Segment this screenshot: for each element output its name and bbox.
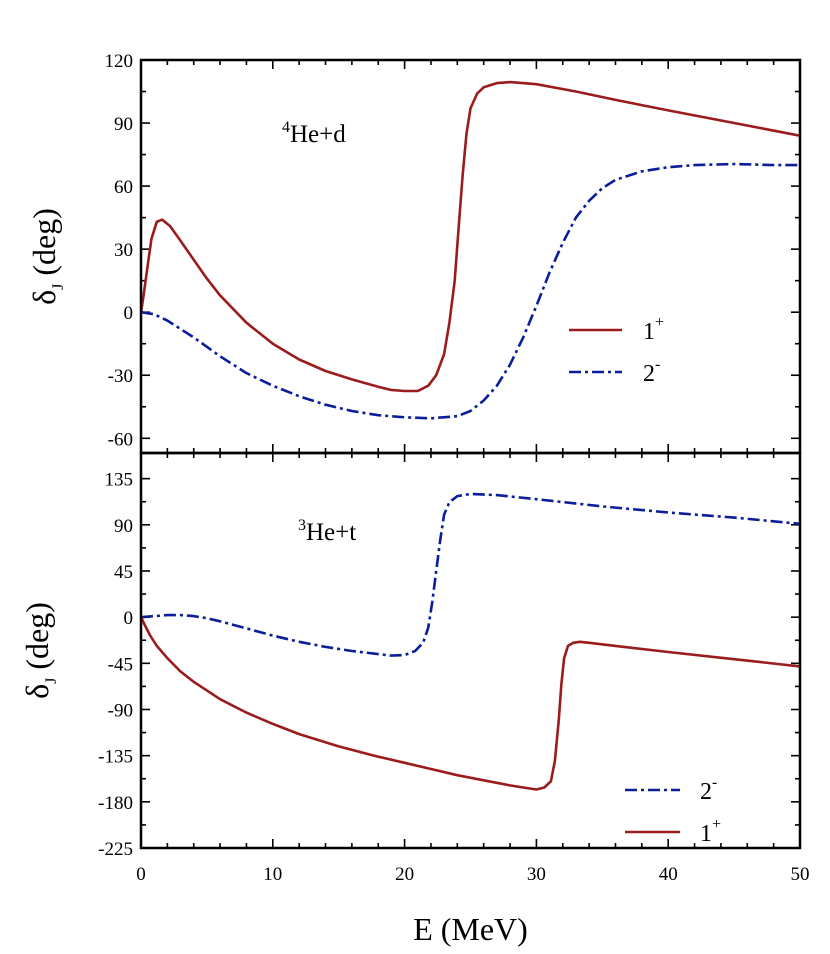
bottom-y-tick-label: 45 [114,562,133,583]
top-y-tick-label: 0 [124,303,134,324]
bottom-annotation-text: He+t [306,519,356,546]
top-legend-1plus-label: 1+ [643,314,664,345]
top-series-1plus-line [141,80,800,393]
bottom-series-2minus-line [141,492,800,657]
top-y-axis-title-rest: (deg) [26,208,62,284]
top-y-tick-label: -30 [108,366,133,387]
bottom-y-tick-label: -135 [98,747,133,768]
bottom-legend-2minus-label-main: 2 [700,779,712,805]
x-axis-title: E (MeV) [413,911,528,947]
bottom-y-tick-label: 0 [124,608,134,629]
top-legend-2minus-label-main: 2 [643,361,655,387]
top-legend-1plus-label-sup: + [655,314,664,331]
top-y-tick-label: -60 [108,429,133,450]
bottom-legend-1plus-label-sup: + [712,816,721,833]
bottom-legend-2minus-label-sup: - [712,774,717,791]
top-y-tick-label: 120 [105,51,134,72]
top-legend-1plus-label-main: 1 [643,319,655,345]
bottom-legend-2minus-label: 2- [700,774,717,805]
top-y-axis-title-sub: J [50,284,67,290]
bottom-x-tick-label: 20 [395,864,414,885]
top-legend-2minus-label: 2- [643,356,660,387]
bottom-y-tick-label: 90 [114,516,133,537]
bottom-x-tick-label: 40 [659,864,678,885]
bottom-plot-frame [139,451,802,850]
bottom-x-tick-label: 10 [263,864,282,885]
top-y-tick-label: 30 [114,240,133,261]
top-reaction-annotation: 4He+d [282,119,346,148]
bottom-y-tick-label: -45 [108,654,133,675]
top-y-tick-label: 90 [114,114,133,135]
bottom-y-axis-title-rest: (deg) [19,602,55,678]
top-legend-2minus-label-sup: - [655,356,660,373]
bottom-legend-1plus-label: 1+ [700,816,721,847]
top-annotation-sup: 4 [282,119,290,136]
top-y-tick-label: 60 [114,177,133,198]
bottom-x-tick-label: 50 [791,864,810,885]
bottom-x-tick-label: 30 [527,864,546,885]
bottom-series-1plus-line [141,616,800,791]
top-y-axis-title: δJ (deg) [26,208,67,305]
bottom-y-tick-label: -180 [98,793,133,814]
bottom-legend-1plus-label-main: 1 [700,821,712,847]
top-series-2minus-line [141,162,800,420]
bottom-y-tick-label: -225 [98,839,133,860]
top-annotation-text: He+d [290,121,346,148]
top-plot-frame [139,58,802,455]
bottom-y-axis-title-sub: J [43,678,60,684]
top-y-axis-title-main: δ [26,290,62,305]
bottom-y-axis-title-main: δ [19,684,55,699]
bottom-y-axis-title: δJ (deg) [19,602,60,699]
bottom-x-tick-label: 0 [136,864,146,885]
bottom-y-tick-label: 135 [105,470,134,491]
bottom-annotation-sup: 3 [298,517,306,534]
bottom-y-tick-label: -90 [108,700,133,721]
bottom-reaction-annotation: 3He+t [298,517,356,546]
